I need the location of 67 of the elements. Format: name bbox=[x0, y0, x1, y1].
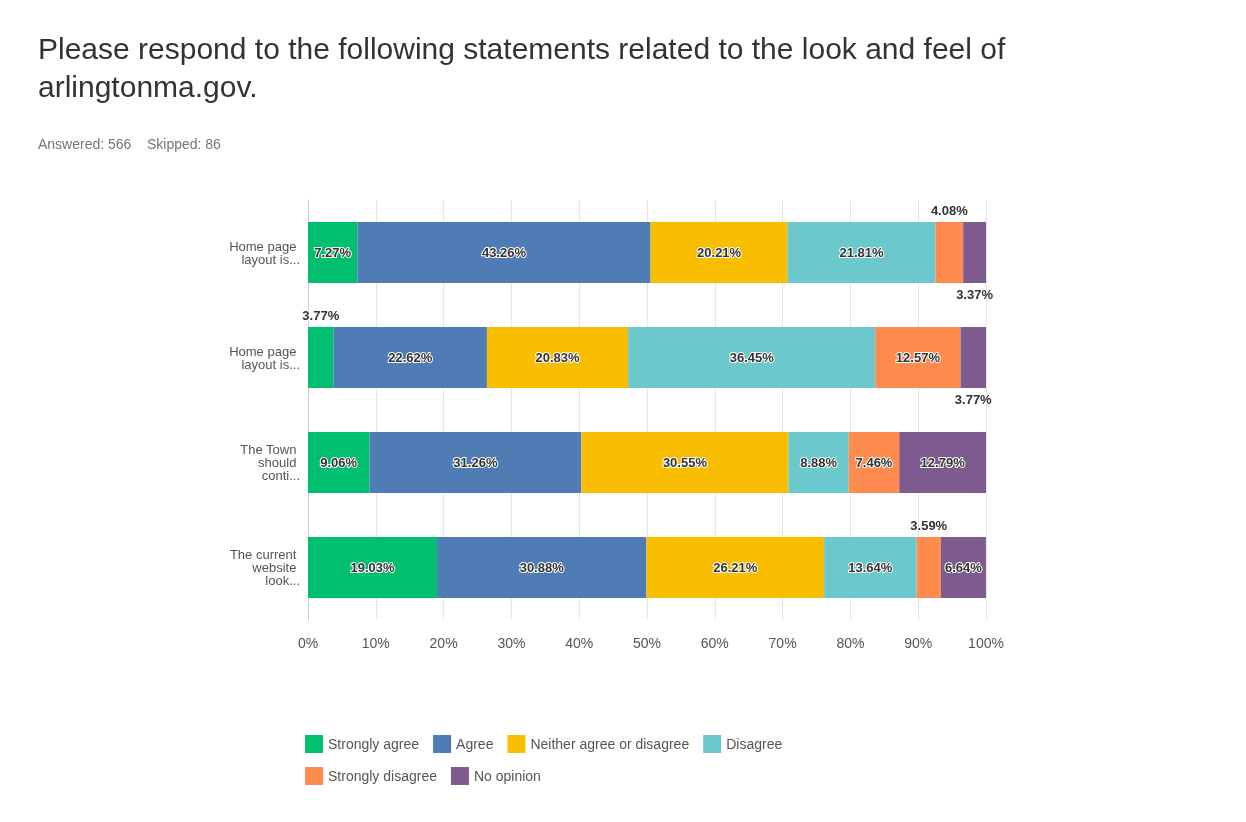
bar bbox=[486, 327, 629, 388]
bar bbox=[357, 222, 651, 283]
bar bbox=[646, 537, 825, 598]
y-tick-label: The Town should conti... bbox=[240, 442, 300, 483]
data-label: 22.62% bbox=[388, 350, 433, 365]
bar bbox=[308, 537, 438, 598]
data-label: 3.59% bbox=[910, 518, 948, 534]
data-label: 30.88% bbox=[519, 560, 565, 575]
bar bbox=[787, 222, 936, 283]
data-label: 13.64% bbox=[848, 560, 893, 575]
y-tick-label: Home page layout is... bbox=[229, 343, 300, 372]
legend-label: Agree bbox=[456, 736, 494, 752]
x-tick-label: 0% bbox=[297, 635, 319, 651]
legend-label: Strongly disagree bbox=[328, 768, 438, 784]
text: Answered: 566 Skipped: 86 bbox=[38, 136, 221, 152]
bar bbox=[899, 432, 986, 493]
bar bbox=[935, 222, 964, 283]
data-label: 4.08% bbox=[930, 203, 969, 219]
x-tick-label: 90% bbox=[904, 635, 933, 651]
data-label: 12.79% bbox=[920, 455, 966, 470]
x-tick-label: 100% bbox=[968, 635, 1004, 651]
x-tick-label: 50% bbox=[632, 635, 662, 651]
bar bbox=[650, 222, 788, 283]
legend-label: Neither agree or disagree bbox=[530, 736, 690, 752]
y-tick-label: The current website look... bbox=[229, 547, 300, 588]
bar bbox=[628, 327, 876, 388]
data-label: 8.88% bbox=[800, 455, 838, 470]
legend-label: Disagree bbox=[726, 736, 783, 752]
chart-title: Please respond to the following statements related to the look and feel of arlingtonma.gov. bbox=[38, 31, 1007, 105]
bar bbox=[788, 432, 849, 493]
x-tick-label: 40% bbox=[565, 635, 594, 651]
data-label: 20.83% bbox=[535, 350, 581, 365]
x-tick-label: 20% bbox=[429, 635, 458, 651]
data-label: 3.77% bbox=[302, 308, 340, 324]
bar bbox=[875, 327, 961, 388]
x-tick-label: 30% bbox=[497, 635, 526, 651]
bar bbox=[369, 432, 582, 493]
bar bbox=[963, 222, 986, 283]
legend-label: Strongly agree bbox=[328, 736, 420, 752]
data-label: 7.27% bbox=[314, 245, 352, 260]
data-label: 12.57% bbox=[895, 350, 941, 365]
data-label: 7.46% bbox=[855, 455, 893, 470]
bar bbox=[437, 537, 647, 598]
x-tick-label: 10% bbox=[361, 635, 390, 651]
data-label: 43.26% bbox=[481, 245, 527, 260]
data-label: 26.21% bbox=[713, 560, 758, 575]
data-label: 36.45% bbox=[729, 350, 775, 365]
bar bbox=[960, 327, 986, 388]
bar bbox=[333, 327, 487, 388]
data-label: 19.03% bbox=[350, 560, 395, 575]
data-label: 3.77% bbox=[954, 391, 993, 407]
data-label: 3.37% bbox=[956, 286, 994, 302]
data-label: 6.64% bbox=[944, 560, 983, 575]
data-label: 21.81% bbox=[839, 245, 885, 260]
legend-label: No opinion bbox=[473, 768, 541, 784]
bar bbox=[581, 432, 789, 493]
bar bbox=[824, 537, 917, 598]
data-label: 30.55% bbox=[662, 455, 708, 470]
data-label: 31.26% bbox=[453, 455, 498, 470]
x-tick-label: 70% bbox=[768, 635, 797, 651]
bar bbox=[308, 327, 334, 388]
bar bbox=[916, 537, 941, 598]
x-tick-label: 80% bbox=[836, 635, 865, 651]
x-tick-label: 60% bbox=[700, 635, 729, 651]
y-tick-label: Home page layout is... bbox=[229, 238, 300, 267]
data-label: 9.06% bbox=[320, 455, 358, 470]
data-label: 20.21% bbox=[697, 245, 742, 260]
